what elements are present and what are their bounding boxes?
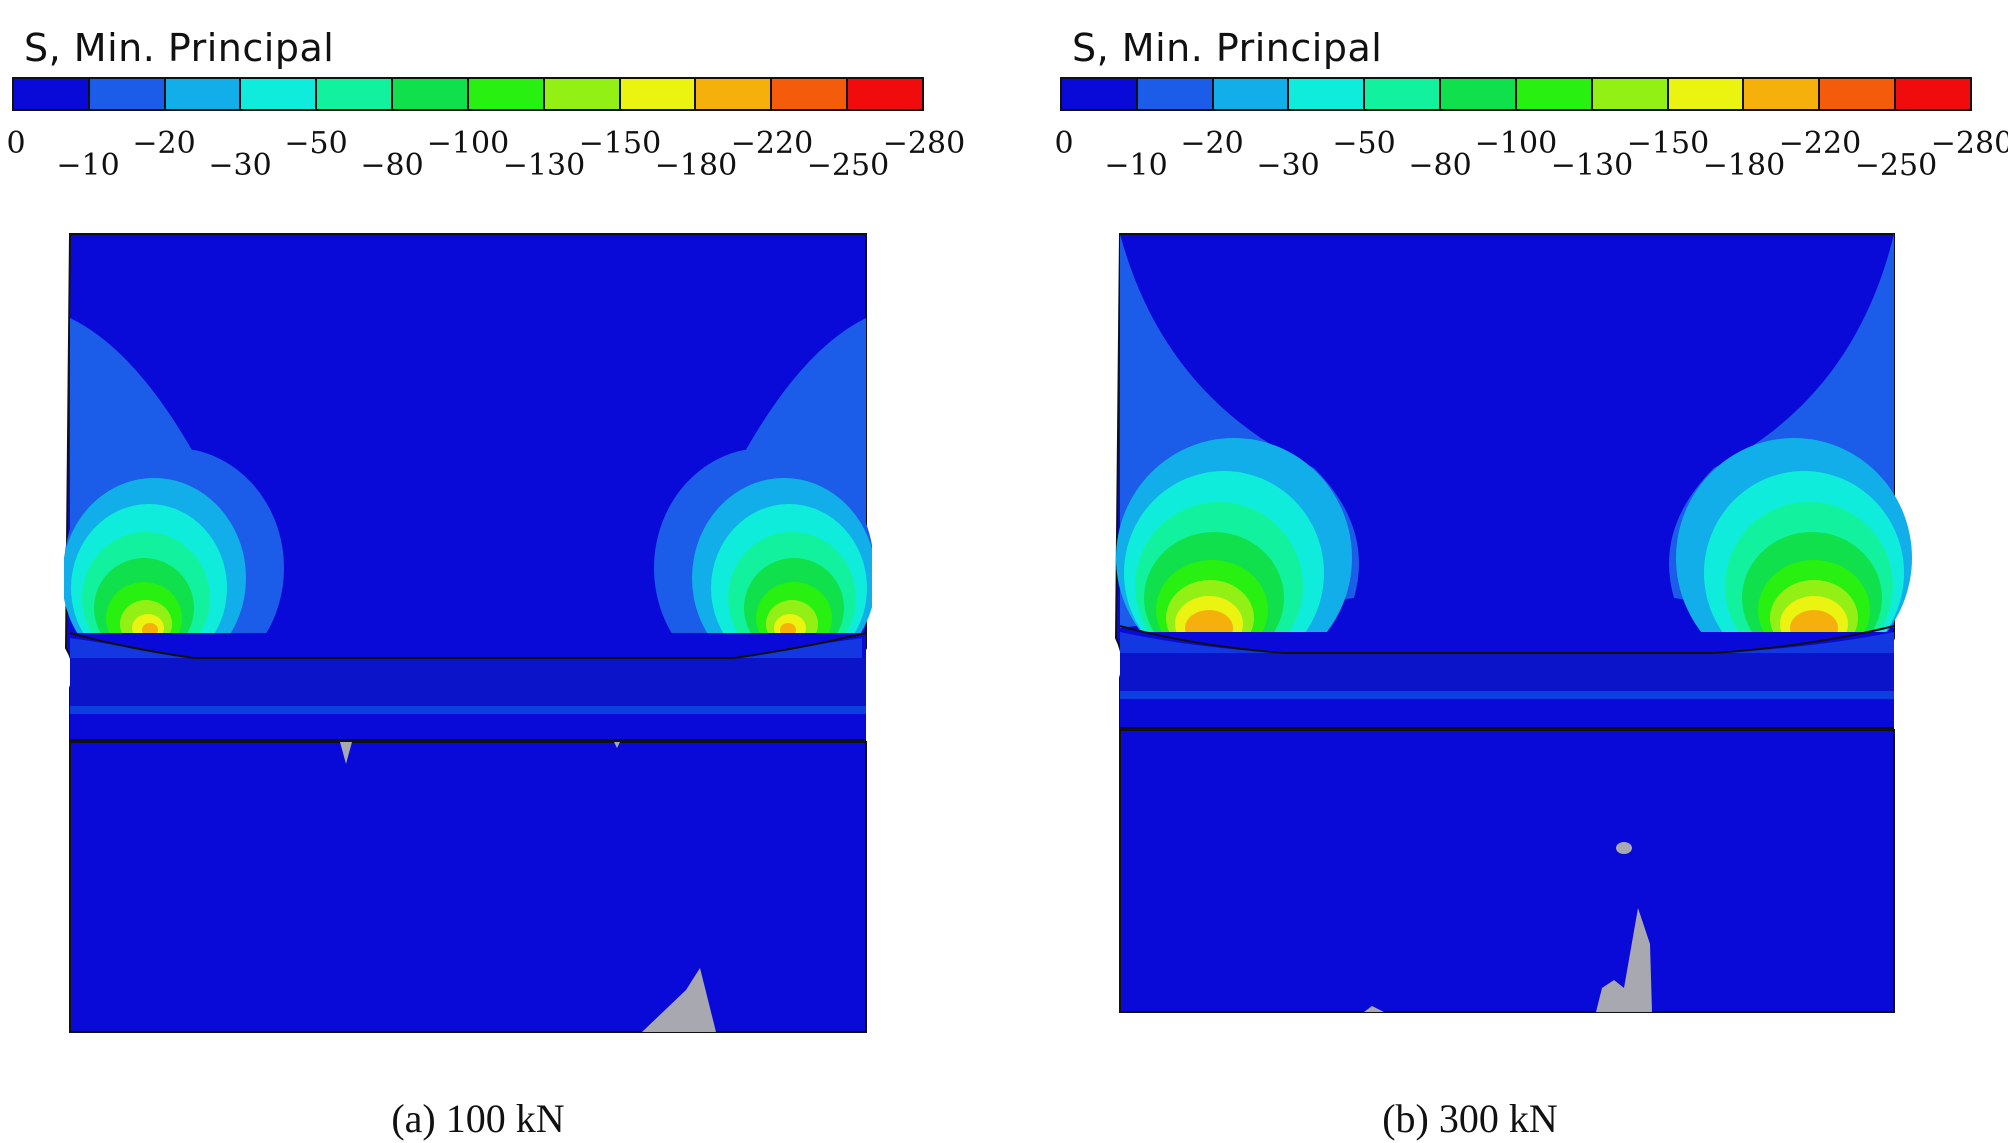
- colorbar-tick-label: −130: [502, 148, 586, 183]
- colorbar-segment: [1062, 79, 1138, 109]
- legend-title: S, Min. Principal: [24, 26, 335, 70]
- colorbar-tick-label: −180: [1702, 148, 1786, 183]
- stress-concentration-left: [1116, 234, 1359, 678]
- colorbar-segment: [620, 79, 697, 109]
- colorbar-tick-label: −50: [284, 126, 348, 161]
- colorbar-segment: [165, 79, 242, 109]
- colorbar-segment: [848, 79, 922, 109]
- colorbar-segment: [772, 79, 849, 109]
- colorbar-tick-label: −220: [1778, 126, 1862, 161]
- colorbar-segment: [89, 79, 166, 109]
- colorbar-tick-label: −250: [1854, 148, 1938, 183]
- colorbar-segment: [1365, 79, 1442, 109]
- colorbar-segment: [1896, 79, 1970, 109]
- colorbar-tick-label: −100: [1474, 126, 1558, 161]
- colorbar-tick-label: −100: [426, 126, 510, 161]
- colorbar-tick-label: −150: [578, 126, 662, 161]
- fem-contour-plot-b: [1114, 233, 1912, 1013]
- colorbar-tick-label: 0: [1054, 126, 1074, 161]
- colorbar-segment: [1213, 79, 1290, 109]
- colorbar-tick-label: −20: [1180, 126, 1244, 161]
- colorbar-segment: [317, 79, 394, 109]
- fem-contour-plot-a: [64, 233, 872, 1033]
- colorbar-tick-label: −50: [1332, 126, 1396, 161]
- caption-a: (a) 100 kN: [391, 1096, 565, 1141]
- colorbar-segment: [1592, 79, 1669, 109]
- stress-concentration-right: [654, 318, 872, 688]
- colorbar-segment: [14, 79, 90, 109]
- colorbar-tick-label: −20: [132, 126, 196, 161]
- panel-a: S, Min. Principal 0 −10 −20 −30 −50 −80 −100 −1…: [6, 26, 966, 1141]
- colorbar-segment: [696, 79, 773, 109]
- colorbar-segment: [1441, 79, 1517, 109]
- colorbar-tick-label: −10: [1104, 148, 1168, 183]
- legend-title: S, Min. Principal: [1072, 26, 1383, 70]
- colorbar-tick-label: −180: [654, 148, 738, 183]
- colorbar-tick-label: −10: [56, 148, 120, 183]
- colorbar-segment: [1137, 79, 1214, 109]
- colorbar-tick-label: 0: [6, 126, 26, 161]
- colorbar-tick-label: −280: [882, 126, 966, 161]
- panel-b: S, Min. Principal 0 −10 −20 −30 −50 −80 −100 −1…: [1004, 0, 2008, 1143]
- colorbar-segment: [1820, 79, 1897, 109]
- colorbar-segment: [393, 79, 469, 109]
- colorbar-tick-label: −250: [806, 148, 890, 183]
- colorbar: [1060, 77, 1972, 111]
- colorbar-tick-label: −80: [360, 148, 424, 183]
- colorbar-segment: [1744, 79, 1821, 109]
- colorbar-tick-label: −220: [730, 126, 814, 161]
- colorbar-segment: [468, 79, 545, 109]
- caption-b: (b) 300 kN: [1382, 1096, 1558, 1141]
- colorbar-segment: [241, 79, 318, 109]
- colorbar-tick-label: −30: [1256, 148, 1320, 183]
- colorbar-tick-label: −150: [1626, 126, 1710, 161]
- colorbar-tick-label: −30: [208, 148, 272, 183]
- colorbar: [12, 77, 924, 111]
- colorbar-tick-label: −280: [1930, 126, 2008, 161]
- colorbar-segment: [1668, 79, 1745, 109]
- colorbar-segment: [1516, 79, 1593, 109]
- colorbar-tick-label: −130: [1550, 148, 1634, 183]
- colorbar-segment: [544, 79, 621, 109]
- colorbar-tick-label: −80: [1408, 148, 1472, 183]
- colorbar-segment: [1289, 79, 1366, 109]
